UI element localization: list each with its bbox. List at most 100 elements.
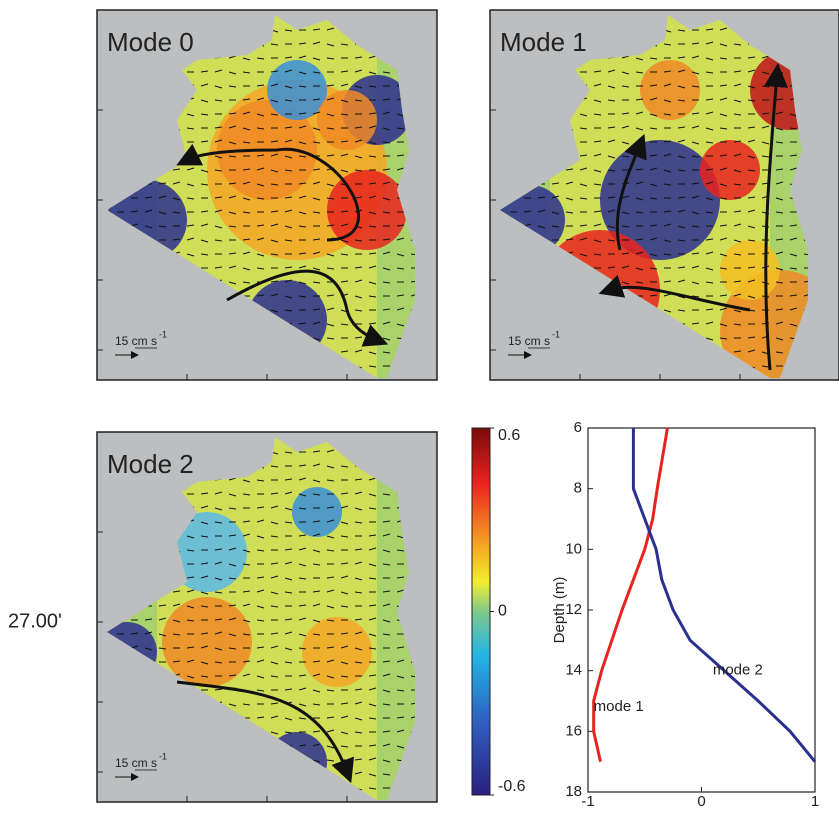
vector <box>228 604 237 607</box>
vector <box>270 715 279 719</box>
vector <box>284 85 293 89</box>
vector <box>382 141 391 144</box>
vector <box>242 127 251 131</box>
vector <box>663 239 672 243</box>
vector <box>410 675 415 678</box>
vector <box>214 521 223 524</box>
vector <box>242 168 251 171</box>
colorbar <box>471 427 491 796</box>
vector <box>228 85 237 88</box>
vector <box>228 55 237 59</box>
vector <box>242 181 251 185</box>
vector <box>186 535 195 539</box>
vector <box>158 617 167 621</box>
vector <box>593 153 602 157</box>
vector <box>214 126 223 129</box>
vector <box>635 211 644 214</box>
vector <box>312 28 321 31</box>
vector <box>144 647 153 651</box>
vector <box>256 689 265 692</box>
vector <box>214 561 223 565</box>
vector <box>298 125 307 129</box>
vector <box>214 209 223 213</box>
vector <box>326 729 335 733</box>
vector <box>719 197 728 200</box>
vector <box>354 266 363 269</box>
vector <box>270 591 279 595</box>
vector <box>747 126 756 129</box>
vector <box>565 211 574 214</box>
vector <box>789 253 798 257</box>
vector <box>719 43 728 47</box>
vector <box>382 181 391 185</box>
vector <box>158 647 167 650</box>
vector <box>284 169 293 172</box>
vector <box>691 71 700 75</box>
vector <box>789 224 798 227</box>
vector <box>593 83 602 87</box>
vector <box>284 295 293 299</box>
vector <box>396 224 405 227</box>
vector <box>396 127 405 130</box>
vector <box>663 253 672 256</box>
vector <box>649 167 658 171</box>
vector <box>621 265 630 269</box>
vector <box>242 98 251 101</box>
vector <box>789 127 798 130</box>
vector <box>354 701 363 705</box>
vector <box>565 238 574 241</box>
vector <box>691 252 700 255</box>
vector <box>663 113 672 116</box>
vector <box>256 154 265 157</box>
vector <box>719 253 728 257</box>
vector <box>284 688 293 691</box>
vector <box>242 563 251 566</box>
flow-arrow <box>598 274 751 312</box>
vector <box>298 577 307 580</box>
vector <box>256 716 265 719</box>
vector <box>200 253 209 256</box>
vector <box>312 181 321 185</box>
vector <box>382 563 391 566</box>
vector <box>382 689 391 693</box>
vector <box>312 673 321 677</box>
vector <box>635 238 644 241</box>
vector <box>382 533 391 537</box>
vector <box>354 85 363 89</box>
vector <box>340 535 349 538</box>
vector <box>691 281 700 285</box>
vector <box>326 519 335 523</box>
vector <box>340 645 349 649</box>
vector <box>410 253 415 256</box>
vector <box>733 169 742 173</box>
vector <box>340 113 349 116</box>
vector <box>691 322 700 325</box>
vector <box>649 253 658 257</box>
vector <box>747 349 756 353</box>
vector <box>719 97 728 101</box>
vector <box>200 632 209 635</box>
vector <box>340 465 349 468</box>
vector <box>747 266 756 269</box>
vector <box>256 197 265 200</box>
vector <box>537 225 546 229</box>
vector <box>242 520 251 523</box>
vector <box>214 99 223 102</box>
vector <box>747 295 756 299</box>
vector <box>382 549 391 553</box>
vector <box>270 140 279 143</box>
vector <box>172 633 181 636</box>
vector <box>270 661 279 665</box>
vector <box>312 549 321 553</box>
vector <box>733 323 742 326</box>
vector <box>649 113 658 117</box>
vector <box>775 197 784 201</box>
vector <box>200 675 209 678</box>
vector <box>677 239 686 242</box>
vector <box>705 267 714 271</box>
field-blob <box>317 90 377 150</box>
vector <box>312 703 321 706</box>
vector <box>579 127 588 130</box>
vector <box>354 309 363 312</box>
